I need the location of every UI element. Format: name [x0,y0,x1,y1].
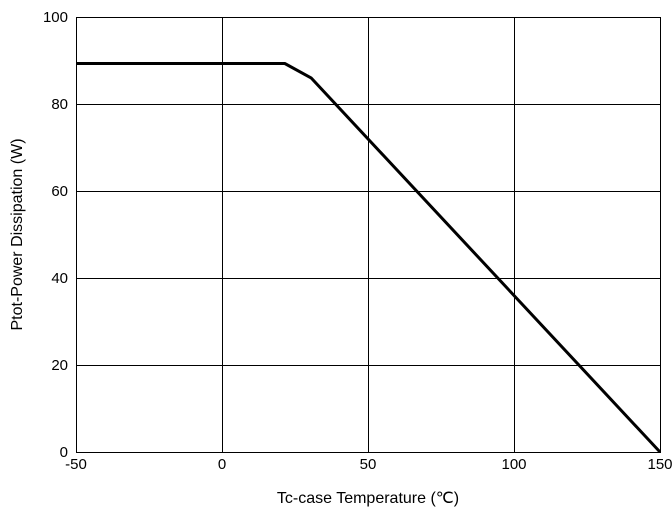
x-tick-label: 150 [647,456,672,473]
power-dissipation-line [76,62,662,454]
y-tick-label: 100 [43,9,68,26]
y-tick-label: 20 [51,357,68,374]
y-axis-tick-labels: 0 20 40 60 80 100 [43,9,68,461]
x-tick-label: 0 [218,456,226,473]
y-axis-title: Ptot-Power Dissipation (W) [9,138,26,330]
y-tick-label: 40 [51,270,68,287]
y-tick-label: 80 [51,96,68,113]
x-tick-label: -50 [65,456,87,473]
x-tick-label: 50 [360,456,377,473]
series-group [76,62,662,454]
x-axis-tick-labels: -50 0 50 100 150 [65,456,672,473]
x-axis-title: Tc-case Temperature (℃) [277,490,459,507]
y-tick-label: 0 [60,444,68,461]
x-tick-label: 100 [501,456,526,473]
y-tick-label: 60 [51,183,68,200]
plot-area-frame [76,17,661,453]
grid [76,17,661,453]
